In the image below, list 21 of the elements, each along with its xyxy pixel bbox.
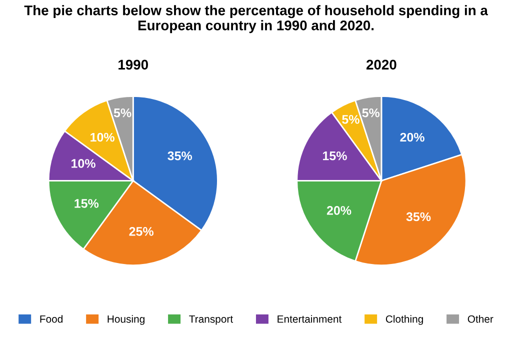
data-label: 5% — [342, 114, 360, 124]
legend-label: Entertainment — [278, 315, 342, 323]
data-label: 10% — [72, 159, 96, 168]
data-label: 5% — [362, 108, 380, 118]
chart-title: 1990 — [118, 60, 148, 70]
data-label: 35% — [406, 212, 431, 222]
data-label: 20% — [400, 132, 424, 142]
legend-label: Transport — [189, 315, 233, 325]
data-label: 15% — [323, 151, 347, 160]
text: The pie charts below show the percentage of household spending in a European country in 1990 and 2020. — [24, 5, 488, 34]
data-label: 10% — [90, 132, 114, 142]
data-label: 25% — [129, 227, 154, 236]
legend-label: Other — [468, 315, 494, 323]
legend-label: Food — [40, 315, 62, 323]
data-label: 5% — [114, 108, 132, 118]
legend-label: Housing — [108, 315, 144, 325]
data-label: 35% — [168, 151, 192, 160]
chart-title: 2020 — [366, 60, 396, 70]
legend-label: Clothing — [386, 315, 423, 325]
data-label: 15% — [74, 199, 99, 208]
data-label: 20% — [326, 206, 352, 215]
